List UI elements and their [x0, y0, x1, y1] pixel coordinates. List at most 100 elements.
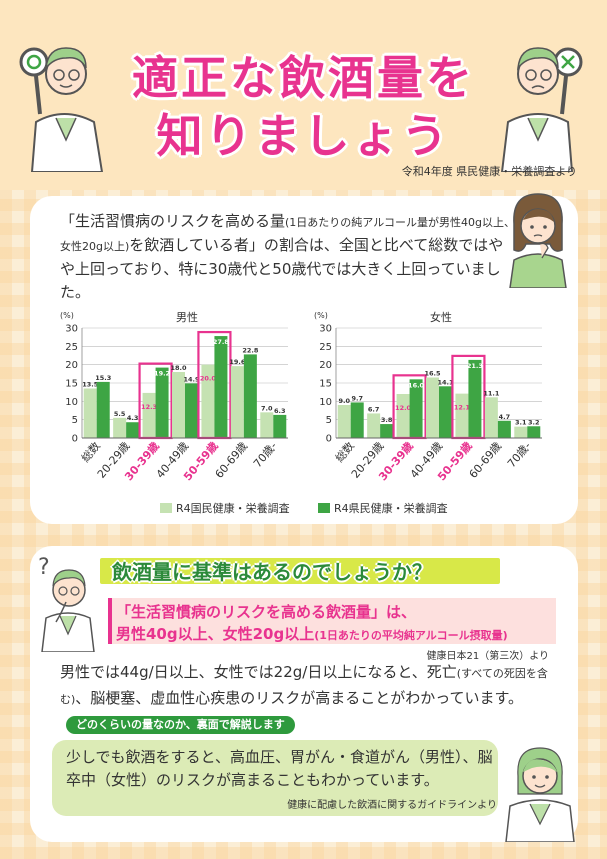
- doctor-illustration-left: [19, 47, 104, 172]
- bar-prefecture: [155, 367, 169, 438]
- body-part1: 男性では44g/日以上、女性では22g/日以上になると、死亡: [60, 663, 457, 681]
- bar-value-label: 12.3: [141, 403, 157, 411]
- bar-value-label: 16.5: [424, 370, 441, 378]
- x-category-label: 70歳-: [505, 440, 534, 471]
- bar-national: [230, 366, 244, 438]
- woman-thinking-illustration: [509, 193, 567, 288]
- bar-prefecture: [497, 420, 511, 438]
- bar-value-label: 14.9: [183, 375, 200, 383]
- see-back-pill: どのくらいの量なのか、裏面で解説します: [66, 715, 295, 734]
- statistics-card: [30, 196, 578, 524]
- bar-prefecture: [439, 386, 452, 438]
- y-tick-label: 20: [65, 360, 78, 371]
- bar-value-label: 21.3: [467, 362, 483, 370]
- bar-value-label: 19.6: [229, 358, 246, 366]
- bar-value-label: 4.7: [499, 413, 511, 421]
- bar-national: [337, 405, 351, 438]
- note-source: 健康に配慮した飲酒に関するガイドラインより: [287, 800, 497, 811]
- y-tick-label: 15: [319, 379, 332, 390]
- bar-value-label: 3.1: [515, 419, 527, 427]
- y-tick-label: 25: [65, 342, 78, 353]
- bar-value-label: 5.5: [114, 410, 126, 418]
- bar-value-label: 15.3: [95, 374, 111, 382]
- bar-national: [113, 417, 127, 438]
- y-tick-label: 30: [319, 324, 332, 335]
- bar-value-label: 12.0: [395, 404, 412, 412]
- y-tick-label: 5: [72, 415, 78, 426]
- bar-prefecture: [409, 379, 423, 438]
- y-tick-label: 10: [65, 397, 78, 408]
- bar-prefecture: [350, 402, 364, 438]
- question-heading: 飲酒量に基準はあるのでしょうか？: [112, 560, 432, 584]
- bar-prefecture: [126, 422, 140, 438]
- bar-prefecture: [185, 383, 198, 438]
- x-category-label: 60-69歳: [467, 440, 505, 481]
- legend-national: R4国民健康・栄養調査: [160, 500, 290, 516]
- bar-value-label: 9.7: [351, 394, 363, 402]
- bar-value-label: 27.8: [213, 338, 230, 346]
- bar-national: [260, 412, 274, 438]
- definition-threshold: 男性40g以上、女性20g以上: [116, 625, 315, 643]
- legend-swatch-national: [160, 503, 172, 513]
- y-tick-label: 0: [72, 434, 78, 445]
- bar-national: [201, 364, 215, 438]
- bar-prefecture: [243, 354, 257, 438]
- male-drinking-chart: (%)05101520253013.515.3総数5.54.320-29歳12.…: [60, 312, 288, 483]
- body-small-note: (すべての死因を含む): [60, 667, 548, 706]
- legend-label-prefecture: R4県民健康・栄養調査: [334, 502, 448, 515]
- male-chart-title: 男性: [176, 311, 198, 324]
- page-title-line1: 適正な飲酒量を: [132, 51, 475, 105]
- bar-value-label: 3.8: [381, 416, 393, 424]
- definition-source: 健康日本21（第三次）より: [426, 651, 549, 662]
- bar-value-label: 4.3: [127, 414, 139, 422]
- bar-value-label: 19.2: [154, 370, 170, 378]
- bar-value-label: 18.0: [170, 364, 187, 372]
- bar-national: [484, 397, 498, 438]
- bar-prefecture: [527, 426, 541, 438]
- bar-prefecture: [214, 336, 228, 438]
- question-banner: [100, 558, 500, 584]
- y-tick-label: 30: [65, 324, 78, 335]
- bar-national: [172, 372, 185, 438]
- intro-text: 「生活習慣病のリスクを高める量(1日あたりの純アルコール量が男性40g以上、女性…: [60, 210, 515, 304]
- bar-prefecture: [380, 424, 394, 438]
- bar-value-label: 22.8: [242, 346, 259, 354]
- y-tick-label: 25: [319, 342, 332, 353]
- doctor-question-illustration: ?: [38, 555, 95, 652]
- y-tick-label: 15: [65, 379, 78, 390]
- bar-value-label: 3.2: [528, 418, 540, 426]
- definition-line2: 男性40g以上、女性20g以上(1日あたりの平均純アルコール摂取量): [116, 623, 508, 644]
- bar-value-label: 6.7: [368, 405, 380, 413]
- x-category-label: 70歳-: [251, 440, 280, 471]
- bar-value-label: 7.0: [261, 404, 273, 412]
- definition-note: (1日あたりの平均純アルコール摂取量): [314, 629, 508, 642]
- y-tick-label: 20: [319, 360, 332, 371]
- legend-label-national: R4国民健康・栄養調査: [176, 502, 290, 515]
- x-category-label: 総数: [332, 439, 357, 465]
- definition-box: [108, 598, 556, 644]
- bar-value-label: 14.1: [437, 378, 454, 386]
- female-doctor-illustration: [505, 747, 575, 842]
- bar-prefecture: [96, 381, 110, 438]
- svg-text:?: ?: [38, 555, 50, 580]
- legend-swatch-prefecture: [318, 503, 330, 513]
- bar-national: [396, 394, 410, 438]
- bar-national: [367, 413, 381, 438]
- y-unit-label: (%): [60, 312, 74, 320]
- survey-source: 令和4年度 県民健康・栄養調査より: [401, 165, 577, 178]
- intro-part1: 「生活習慣病のリスクを高める量: [60, 212, 286, 230]
- note-box: [52, 740, 498, 816]
- bar-value-label: 12.1: [454, 404, 471, 412]
- definition-line1: 「生活習慣病のリスクを高める飲酒量」は、: [116, 603, 417, 621]
- female-chart-title: 女性: [430, 311, 452, 324]
- bar-national: [142, 392, 156, 438]
- bar-value-label: 6.3: [274, 407, 286, 415]
- intro-small-note: (1日あたりの純アルコール量が男性40g以上、女性20g以上): [60, 216, 515, 253]
- risk-explanation: 男性では44g/日以上、女性では22g/日以上になると、死亡(すべての死因を含む…: [60, 660, 560, 736]
- y-tick-label: 5: [326, 415, 332, 426]
- bar-value-label: 9.0: [338, 397, 350, 405]
- bar-national: [514, 426, 528, 438]
- bar-value-label: 11.1: [483, 389, 500, 397]
- body-part2: 、脳梗塞、虚血性心疾患のリスクが高まることがわかっています。: [75, 689, 524, 707]
